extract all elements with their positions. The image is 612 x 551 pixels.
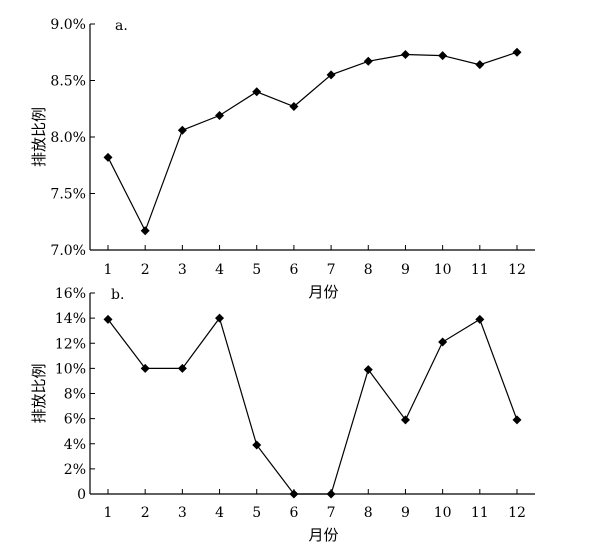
a-y-tick-label: 8.5%	[50, 74, 86, 90]
b-x-tick-label: 5	[252, 505, 261, 521]
a-data-point	[363, 56, 373, 66]
b-data-point	[177, 363, 187, 373]
a-x-axis-label: 月份	[308, 283, 338, 301]
b-data-point	[400, 415, 410, 425]
b-data-point	[289, 489, 299, 499]
b-y-tick-label: 14%	[55, 311, 86, 327]
a-x-tick-label: 7	[327, 262, 336, 278]
b-y-tick-label: 6%	[64, 412, 86, 428]
b-panel-label: b.	[111, 287, 124, 303]
b-data-point	[326, 489, 336, 499]
b-x-tick-label: 4	[215, 505, 224, 521]
a-y-tick-label: 7.0%	[50, 243, 86, 259]
b-data-point	[252, 440, 262, 450]
a-data-point	[140, 226, 150, 236]
a-x-tick-label: 8	[364, 262, 373, 278]
a-x-tick-label: 5	[252, 262, 261, 278]
panel-b: 02%4%6%8%10%12%14%16%1 2 3 4 5 6 7 8 9 10 11 12b.月份…	[30, 286, 535, 544]
b-x-tick-label: 12	[508, 505, 526, 521]
a-y-tick-label: 8.0%	[50, 130, 86, 146]
b-x-tick-label: 10	[434, 505, 452, 521]
a-y-axis-label: 排放比例	[30, 107, 48, 167]
b-x-tick-label: 2	[141, 505, 150, 521]
a-x-tick-label: 4	[215, 262, 224, 278]
b-y-tick-label: 10%	[55, 361, 86, 377]
a-y-tick-label: 7.5%	[50, 187, 86, 203]
b-y-tick-label: 4%	[64, 437, 86, 453]
a-x-tick-label: 6	[289, 262, 298, 278]
a-data-point	[400, 50, 410, 60]
a-data-point	[215, 111, 225, 121]
b-data-point	[215, 313, 225, 323]
a-x-tick-label: 10	[434, 262, 452, 278]
panel-a: 7.0%7.5%8.0%8.5%9.0%1 2 3 4 5 6 7 8 9 10 11 12a.月份排…	[30, 17, 535, 301]
b-data-point	[438, 337, 448, 347]
a-data-point	[289, 101, 299, 111]
b-data-point	[363, 365, 373, 375]
b-series-line	[107, 316, 518, 495]
a-x-tick-label: 3	[178, 262, 187, 278]
a-data-point	[252, 87, 262, 97]
b-data-point	[475, 314, 485, 324]
b-y-axis-label: 排放比例	[30, 363, 48, 423]
a-data-point	[326, 70, 336, 80]
b-x-tick-label: 7	[327, 505, 336, 521]
a-data-point	[103, 152, 113, 162]
a-x-tick-label: 1	[104, 262, 113, 278]
a-x-tick-label: 9	[401, 262, 410, 278]
b-x-tick-label: 1	[104, 505, 113, 521]
b-x-tick-label: 9	[401, 505, 410, 521]
b-y-tick-label: 0	[77, 487, 86, 503]
b-x-tick-label: 6	[289, 505, 298, 521]
b-x-tick-label: 3	[178, 505, 187, 521]
a-data-point	[177, 125, 187, 135]
a-x-tick-label: 11	[471, 262, 489, 278]
b-x-axis-label: 月份	[308, 526, 338, 544]
b-x-tick-label: 11	[471, 505, 489, 521]
b-data-point	[512, 415, 522, 425]
b-y-tick-label: 2%	[64, 462, 86, 478]
b-data-point	[140, 363, 150, 373]
a-series-line	[107, 51, 518, 233]
b-x-tick-label: 8	[364, 505, 373, 521]
a-x-tick-label: 12	[508, 262, 526, 278]
a-data-point	[512, 47, 522, 57]
b-data-point	[103, 314, 113, 324]
b-y-tick-label: 16%	[55, 286, 86, 302]
a-data-point	[438, 51, 448, 61]
a-x-tick-label: 2	[141, 262, 150, 278]
a-y-tick-label: 9.0%	[50, 17, 86, 33]
a-data-point	[475, 60, 485, 70]
b-y-tick-label: 12%	[55, 336, 86, 352]
a-panel-label: a.	[115, 18, 128, 34]
b-y-tick-label: 8%	[64, 387, 86, 403]
